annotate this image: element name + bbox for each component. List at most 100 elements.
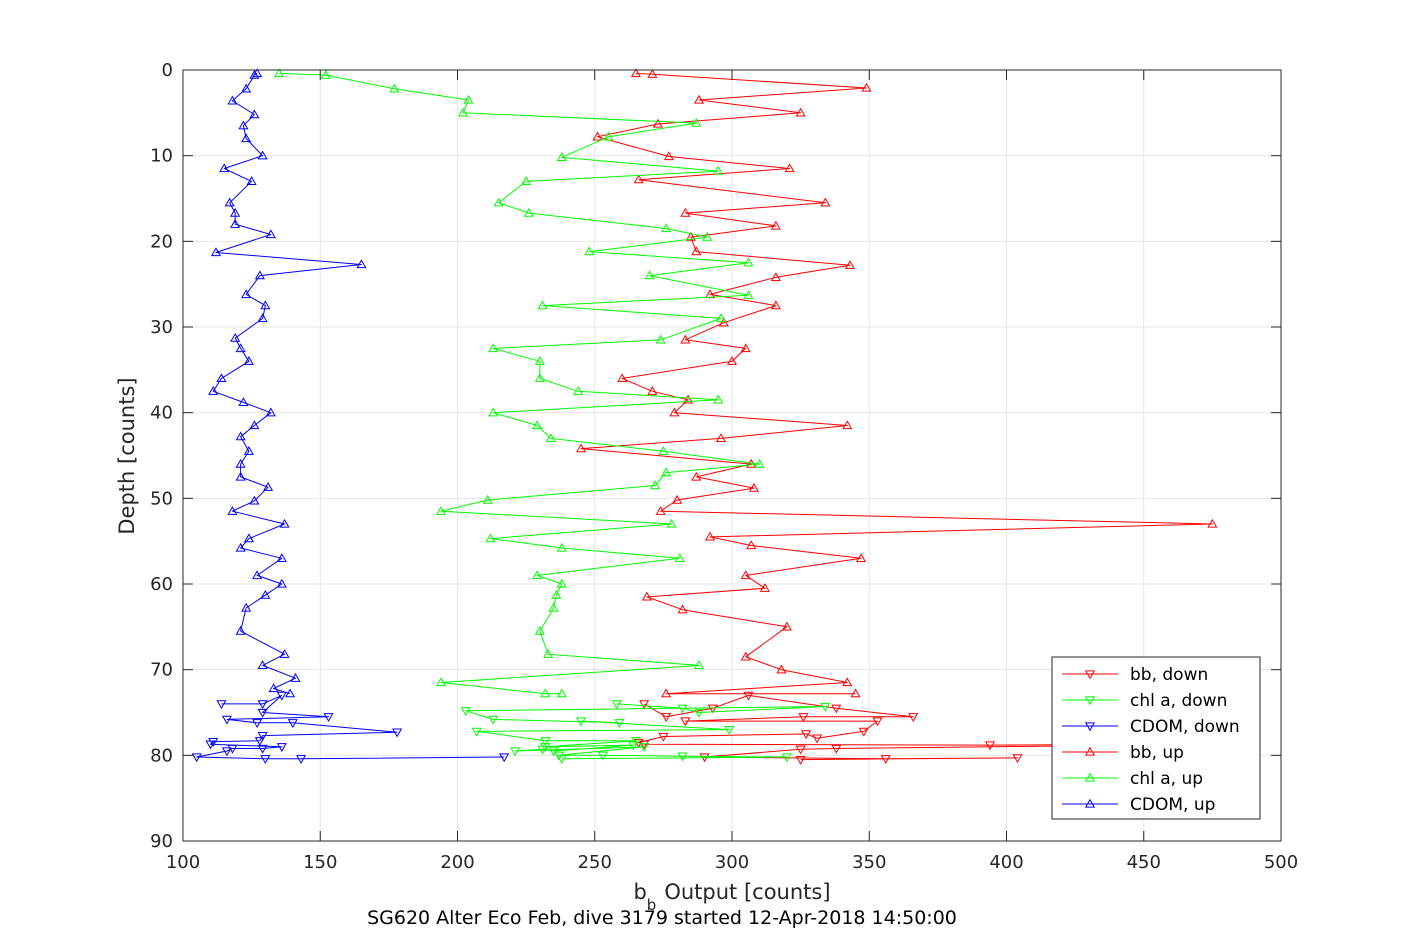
data-point [693,660,705,670]
data-point [984,741,996,751]
data-point [677,704,688,714]
data-point [216,373,227,383]
data-point [820,702,831,712]
data-point [644,270,655,280]
data-point [683,394,694,404]
data-point [268,683,279,693]
legend-item-bb-up: bb, up [1062,743,1184,763]
data-point [658,446,669,455]
data-point [548,602,559,612]
data-point [488,407,499,417]
data-point [748,482,760,492]
data-point [855,553,867,562]
data-point [812,734,823,744]
data-point [831,704,842,714]
data-point [715,433,727,443]
data-point [691,246,702,256]
x-axis-label-subscript: b [647,896,657,914]
data-point [680,334,691,344]
chart-caption: SG620 Alter Eco Feb, dive 3179 started 1… [367,907,957,929]
data-point [356,259,367,269]
series-line [196,694,505,760]
data-point [543,649,554,658]
y-tick-label: 50 [150,488,173,509]
legend-item-bb-down: bb, down [1062,665,1208,685]
data-point [850,688,861,698]
data-point [1012,754,1023,764]
data-point [693,708,705,718]
data-point [260,589,271,599]
legend-marker [1084,670,1096,680]
data-point [276,743,287,752]
data-point [210,247,222,257]
data-point [208,386,219,395]
data-point [628,741,639,751]
data-point [485,533,496,543]
data-point [858,727,869,737]
data-point [672,494,683,504]
data-point [759,583,771,592]
data-point [743,257,754,267]
data-point [235,458,246,468]
x-tick-label: 450 [1127,852,1161,873]
data-point [287,719,298,728]
data-point [639,740,650,750]
y-tick-label: 30 [150,317,173,338]
data-point [534,356,545,365]
series-line [279,72,760,695]
data-point [274,68,285,78]
data-point [276,578,287,588]
data-point [795,107,806,117]
y-tick-label: 20 [150,231,173,252]
data-point [241,289,252,299]
data-point [243,446,254,455]
data-point [249,420,260,430]
data-point [235,471,246,481]
data-point [435,505,447,515]
data-point [241,83,252,93]
data-point [260,755,271,764]
data-point [861,82,872,92]
data-point [718,317,729,327]
x-tick-label: 200 [440,852,474,873]
data-point [770,300,781,310]
data-point [713,165,724,175]
data-point [726,356,738,365]
data-point [545,433,556,443]
data-point [655,334,666,344]
data-point [781,621,792,631]
data-point [713,394,724,404]
data-point [575,443,587,453]
data-point [693,94,705,104]
legend-label: bb, up [1130,743,1184,763]
data-point [633,174,644,184]
legend-item-chl-a-up: chl a, up [1062,769,1203,789]
data-point [257,313,268,323]
y-tick-label: 40 [150,403,173,424]
legend-label: CDOM, down [1130,717,1240,737]
data-point [820,197,831,207]
data-point [674,553,685,562]
data-point [493,197,504,207]
data-point [257,744,268,754]
data-point [655,505,666,515]
data-point [680,717,691,727]
data-point [652,118,663,128]
data-point [254,270,265,280]
data-point [263,481,274,491]
data-point [844,260,856,269]
series-line [465,703,826,760]
y-tick-label: 70 [150,660,173,681]
data-point [908,713,919,722]
series-line [580,72,1213,695]
axis-ticks: 100 150 200 250 300 350 400 450 500 0 10 20 30 40 50 60… [150,60,1298,873]
data-point [680,207,691,217]
data-point [575,717,587,727]
data-point [257,150,268,160]
data-point [661,467,672,477]
data-point [842,677,853,687]
data-point [663,151,674,161]
legend-label: chl a, up [1130,769,1203,789]
data-point [265,229,276,239]
legend-marker [1084,696,1096,706]
